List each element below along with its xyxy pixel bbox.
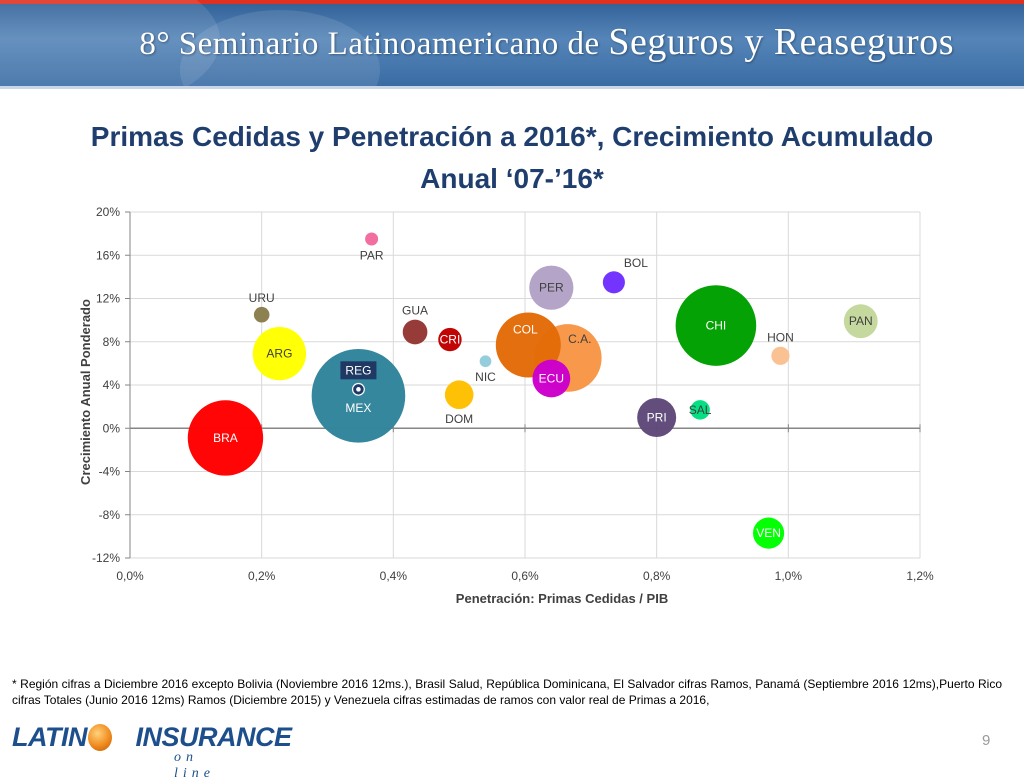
y-tick-label: 4% bbox=[103, 378, 121, 392]
bubble-label-nic: NIC bbox=[475, 370, 496, 384]
latino-insurance-logo: LATINO INSURANCE on line bbox=[12, 720, 292, 781]
y-tick-label: 8% bbox=[103, 335, 121, 349]
bubble-label-bol: BOL bbox=[624, 256, 648, 270]
y-tick-label: 16% bbox=[96, 248, 120, 262]
banner-title-highlight: Seguros y Reaseguros bbox=[608, 21, 954, 63]
bubble-label-per: PER bbox=[539, 281, 564, 295]
chart-grid bbox=[130, 211, 921, 559]
bubble-cri bbox=[438, 327, 462, 352]
y-axis-label: Crecimiento Anual Ponderado bbox=[78, 299, 93, 485]
x-tick-label: 0,8% bbox=[643, 569, 671, 583]
bubble-pri bbox=[637, 397, 677, 437]
bubble-label-col: COL bbox=[513, 323, 538, 337]
bubble-par bbox=[365, 232, 379, 246]
bubble-nic bbox=[479, 355, 492, 368]
bubble-dom bbox=[444, 380, 474, 410]
bubble-hon bbox=[771, 346, 790, 365]
x-tick-label: 0,2% bbox=[248, 569, 276, 583]
bubble-label-arg: ARG bbox=[266, 347, 292, 361]
bubble-label-ven: VEN bbox=[756, 526, 781, 540]
y-tick-label: 12% bbox=[96, 292, 120, 306]
label-box-reg bbox=[340, 361, 377, 380]
bubble-ecu bbox=[532, 359, 571, 398]
bubble-label-gua: GUA bbox=[402, 304, 428, 318]
bubble-reg-marker bbox=[356, 387, 361, 392]
bubble-label-dom: DOM bbox=[445, 412, 473, 426]
bubble-label-pri: PRI bbox=[647, 410, 667, 424]
banner-title-prefix: 8° Seminario Latinoamericano de bbox=[139, 26, 600, 62]
bubble-label-par: PAR bbox=[360, 249, 384, 263]
logo-subtitle: on line bbox=[174, 750, 215, 781]
banner-title: 8° Seminario Latinoamericano de Seguros … bbox=[139, 20, 954, 64]
x-tick-label: 0,6% bbox=[511, 569, 539, 583]
bubble-uru bbox=[253, 306, 270, 323]
bubble-label-mex: MEX bbox=[345, 401, 371, 415]
slide-title: Primas Cedidas y Penetración a 2016*, Cr… bbox=[40, 116, 984, 200]
bubble-label-uru: URU bbox=[249, 291, 275, 305]
bubble-mex bbox=[311, 349, 406, 443]
y-tick-label: -8% bbox=[99, 508, 121, 522]
x-tick-label: 1,2% bbox=[906, 569, 934, 583]
y-tick-label: -4% bbox=[99, 465, 121, 479]
bubble-arg bbox=[252, 326, 307, 381]
footnote: * Región cifras a Diciembre 2016 excepto… bbox=[12, 677, 1002, 707]
logo-wordmark: LATINO INSURANCE bbox=[12, 722, 292, 753]
bubble-label-ecu: ECU bbox=[539, 372, 564, 386]
bubble-ven bbox=[752, 517, 785, 549]
bubble-label-sal: SAL bbox=[689, 403, 712, 417]
chart-axes: -12% -8% -4% 0% 4% 8% 12% 16% 20% 0,0% 0,2% 0,4% 0,6… bbox=[92, 205, 934, 583]
bubble-chart: -12% -8% -4% 0% 4% 8% 12% 16% 20% 0,0% 0,2% 0,4% 0,6… bbox=[78, 205, 934, 606]
conference-banner: 8° Seminario Latinoamericano de Seguros … bbox=[0, 0, 1024, 86]
chart-labels: BRA URU ARG PAR MEX REG GUA CRI NIC DOM COL C.A. PER… bbox=[213, 249, 873, 541]
x-tick-label: 0,4% bbox=[380, 569, 408, 583]
y-tick-label: 0% bbox=[103, 421, 121, 435]
y-tick-label: 20% bbox=[96, 205, 120, 219]
bubble-label-pan: PAN bbox=[849, 314, 873, 328]
x-tick-label: 0,0% bbox=[116, 569, 144, 583]
banner-divider bbox=[0, 86, 1024, 89]
bubble-label-bra: BRA bbox=[213, 431, 238, 445]
bubble-label-cri: CRI bbox=[440, 333, 461, 347]
bubble-label-ca: C.A. bbox=[568, 332, 591, 346]
bubble-label-hon: HON bbox=[767, 331, 794, 345]
bubble-gua bbox=[402, 319, 428, 345]
x-tick-label: 1,0% bbox=[775, 569, 803, 583]
bubble-bra bbox=[187, 400, 264, 476]
page-number: 9 bbox=[982, 732, 991, 749]
bubble-per bbox=[529, 265, 574, 310]
slide-title-line2: Anual ‘07-’16* bbox=[420, 163, 604, 194]
x-axis-label: Penetración: Primas Cedidas / PIB bbox=[456, 591, 668, 606]
bubble-label-reg: REG bbox=[345, 363, 371, 377]
banner-map-shape bbox=[0, 0, 220, 86]
logo-text-right: INSURANCE bbox=[135, 722, 292, 752]
bubble-pan bbox=[843, 304, 878, 339]
banner-top-line bbox=[0, 0, 1024, 4]
bubble-label-chi: CHI bbox=[706, 319, 727, 333]
bubble-sal bbox=[690, 400, 710, 420]
bubble-bol bbox=[602, 271, 625, 294]
chart-bubbles bbox=[187, 232, 878, 549]
y-tick-label: -12% bbox=[92, 551, 120, 565]
bubble-chi bbox=[675, 285, 757, 366]
slide-title-line1: Primas Cedidas y Penetración a 2016*, Cr… bbox=[90, 121, 934, 152]
logo-orb-icon bbox=[88, 724, 112, 751]
